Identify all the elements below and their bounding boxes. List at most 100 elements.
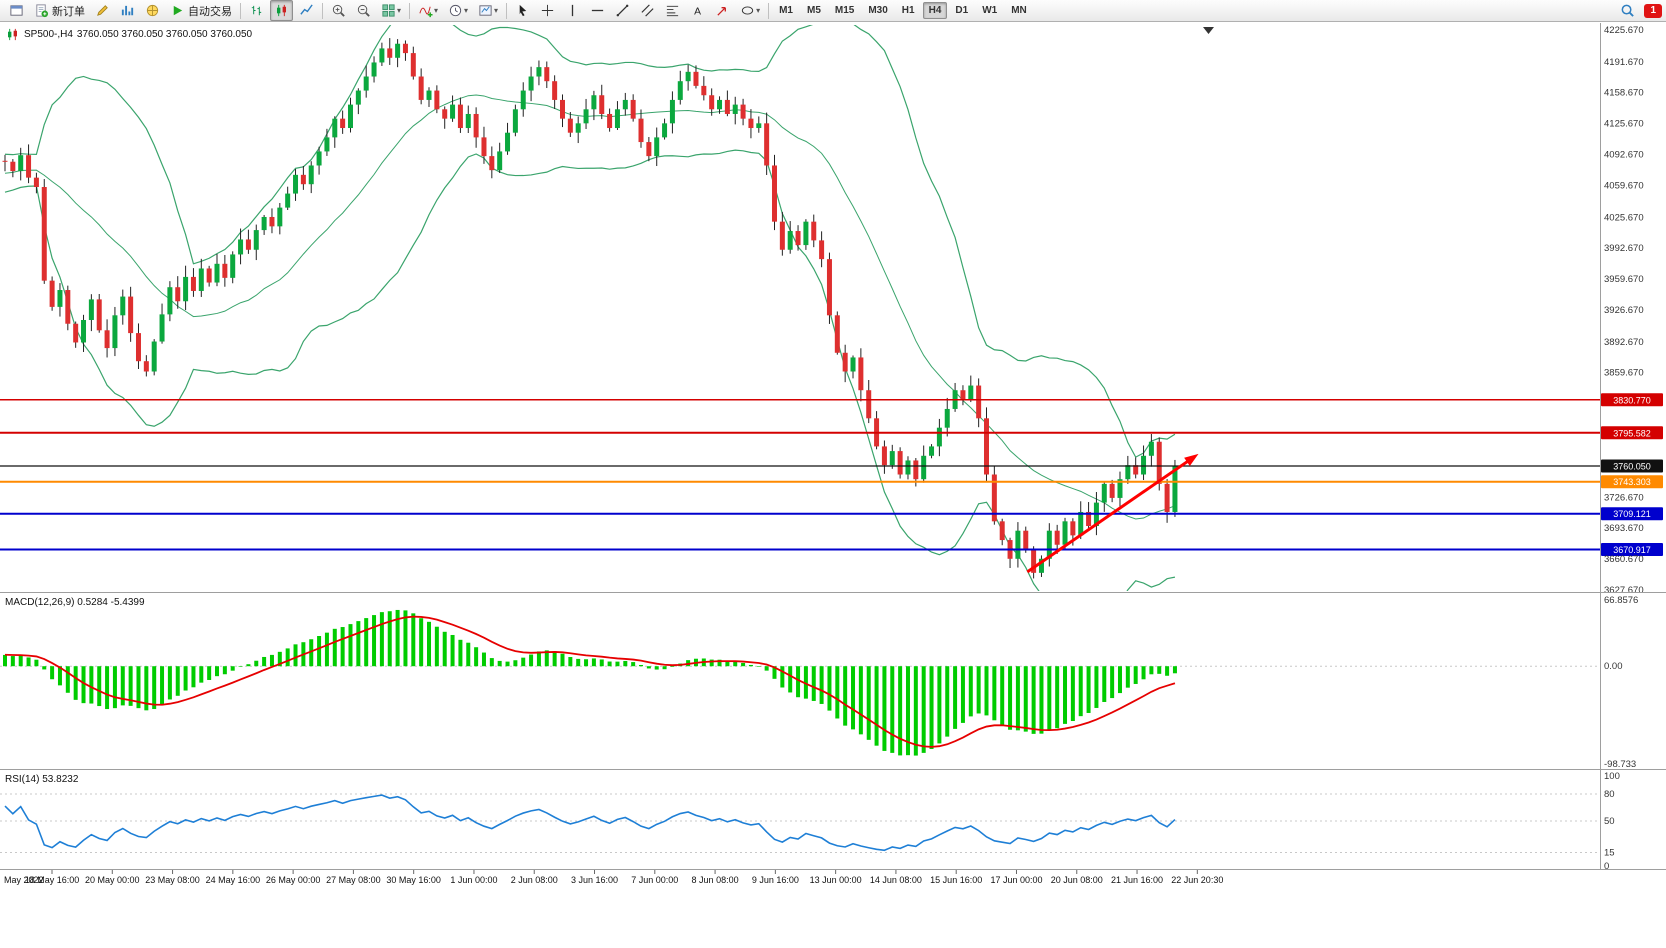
window-menu-button[interactable] <box>5 0 28 21</box>
macd-histogram-bar <box>105 666 110 710</box>
candle-body <box>622 99 628 110</box>
toolbar-buttons: 新订单 自动交易 ▾ ▾ ▾ ▾ A ▾ M1 M5 M15 M30 H1 H4 D1 W1 MN <box>4 0 1615 21</box>
price-tick-label: 3959.670 <box>1604 274 1644 285</box>
time-axis-label: 26 May 00:00 <box>266 875 321 885</box>
indicators-button[interactable]: ▾ <box>414 0 442 21</box>
candlestick-chart-button[interactable] <box>270 0 293 21</box>
candle-body <box>340 118 346 129</box>
candle-body <box>96 299 102 331</box>
candle-body <box>889 451 895 466</box>
navigator-button[interactable] <box>141 0 164 21</box>
zoom-in-button[interactable] <box>327 0 350 21</box>
time-axis-label: 8 Jun 08:00 <box>692 875 739 885</box>
trend-arrow-line[interactable] <box>1026 457 1193 574</box>
macd-histogram-bar <box>811 666 816 701</box>
macd-histogram-bar <box>269 654 274 667</box>
candle-body <box>575 123 581 133</box>
candle-body <box>190 276 196 291</box>
time-axis-label: 22 Jun 20:30 <box>1171 875 1223 885</box>
candle-body <box>395 43 401 58</box>
candle-body <box>756 123 762 129</box>
cursor-button[interactable] <box>511 0 534 21</box>
timeframe-M5-button[interactable]: M5 <box>806 5 821 16</box>
timeframe-M1-button[interactable]: M1 <box>779 5 793 16</box>
tile-windows-button[interactable]: ▾ <box>377 0 405 21</box>
candle-body <box>654 137 660 157</box>
line-chart-icon <box>299 3 314 18</box>
trendline-button[interactable] <box>611 0 634 21</box>
timeframe-H4-button[interactable]: H4 <box>922 2 948 19</box>
macd-histogram-bar <box>623 660 628 667</box>
timeframe-M30-button[interactable]: M30 <box>868 5 888 16</box>
macd-panel[interactable] <box>0 609 1600 756</box>
time-axis-label: 30 May 16:00 <box>386 875 441 885</box>
shapes-button[interactable]: ▾ <box>736 0 764 21</box>
rsi-scale-label: 0 <box>1604 861 1609 872</box>
chart-shift-marker-icon[interactable] <box>1203 27 1214 34</box>
notification-badge[interactable]: 1 <box>1644 3 1662 18</box>
arrow-button[interactable] <box>711 0 734 21</box>
macd-histogram-bar <box>748 664 753 667</box>
candle-body <box>779 221 785 250</box>
candle-body <box>905 460 911 475</box>
horizontal-line-button[interactable] <box>586 0 609 21</box>
macd-histogram-bar <box>372 615 377 667</box>
auto-trading-button[interactable]: 自动交易 <box>166 0 236 21</box>
macd-histogram-bar <box>568 657 573 667</box>
win-icon <box>9 3 24 18</box>
macd-histogram-bar <box>175 666 180 696</box>
meta-editor-button[interactable] <box>91 0 114 21</box>
market-watch-button[interactable] <box>116 0 139 21</box>
timeframe-H1-button[interactable]: H1 <box>901 5 915 16</box>
timeframe-D1-button[interactable]: D1 <box>955 5 969 16</box>
candle-body <box>748 118 754 129</box>
chart-canvas[interactable]: 3830.770 3795.582 3760.050 3743.303 3709.121… <box>0 23 1666 948</box>
candle-body <box>638 118 644 143</box>
bar-chart-button[interactable] <box>245 0 268 21</box>
macd-histogram-bar <box>262 656 267 667</box>
macd-histogram-bar <box>167 666 172 700</box>
main-chart-layer[interactable] <box>2 23 1178 621</box>
macd-histogram-bar <box>81 666 86 704</box>
dropdown-arrow-icon: ▾ <box>756 6 761 15</box>
toolbar-separator <box>409 2 411 19</box>
candle-body <box>1109 483 1115 498</box>
fibonacci-button[interactable] <box>661 0 684 21</box>
macd-histogram-bar <box>882 666 887 751</box>
candle-body <box>481 137 487 157</box>
timeframe-M15-button[interactable]: M15 <box>834 5 855 16</box>
toolbar-separator <box>506 2 508 19</box>
rsi-panel[interactable] <box>0 793 1600 853</box>
zoom-out-button[interactable] <box>352 0 375 21</box>
timeframe-W1-button[interactable]: W1 <box>982 5 998 16</box>
rsi-scale-label: 100 <box>1604 771 1620 782</box>
templates-button[interactable]: ▾ <box>474 0 502 21</box>
search-icon <box>1620 3 1635 18</box>
line-chart-button[interactable] <box>295 0 318 21</box>
macd-histogram-bar <box>427 621 432 667</box>
time-axis-label: 3 Jun 16:00 <box>571 875 618 885</box>
macd-histogram-bar <box>960 666 965 723</box>
periods-button[interactable]: ▾ <box>444 0 472 21</box>
channel-button[interactable] <box>636 0 659 21</box>
vertical-line-button[interactable] <box>561 0 584 21</box>
price-tick-label: 3726.670 <box>1604 492 1644 503</box>
price-level-badge-label: 3795.582 <box>1613 428 1651 438</box>
macd-histogram-bar <box>921 666 926 753</box>
crosshair-button[interactable] <box>536 0 559 21</box>
macd-histogram-bar <box>953 666 958 729</box>
price-level-badge-label: 3743.303 <box>1613 477 1651 487</box>
macd-histogram-bar <box>1094 666 1099 708</box>
search-button[interactable] <box>1616 0 1639 21</box>
price-tick-label: 4225.670 <box>1604 25 1644 36</box>
candle-body <box>198 268 204 291</box>
candle-body <box>567 118 573 133</box>
macd-histogram-bar <box>1141 666 1146 680</box>
price-tick-label: 3627.670 <box>1604 585 1644 596</box>
candle-body <box>913 460 919 480</box>
text-button[interactable]: A <box>686 0 709 21</box>
timeframe-MN-button[interactable]: MN <box>1011 5 1027 16</box>
macd-histogram-bar <box>1070 666 1075 722</box>
new-order-button[interactable]: 新订单 <box>30 0 89 21</box>
